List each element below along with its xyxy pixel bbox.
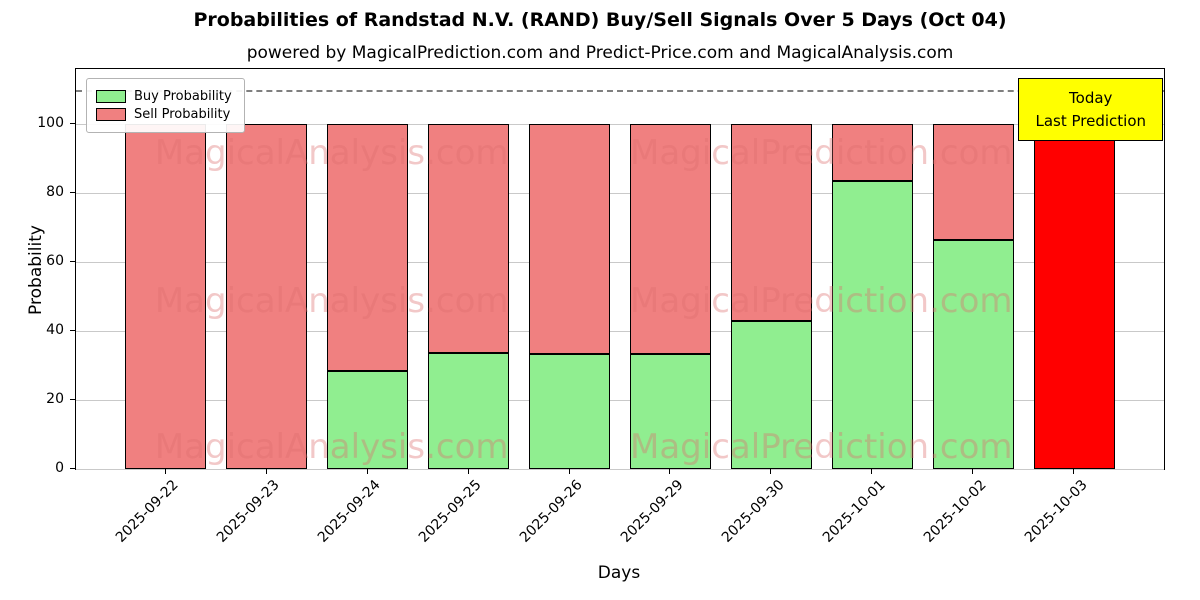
grid-line — [76, 193, 1164, 195]
sell-segment — [428, 124, 509, 354]
x-tick-mark — [770, 469, 772, 474]
y-tick-label: 20 — [46, 391, 64, 408]
bar-2025-09-30 — [731, 124, 812, 469]
grid-line — [76, 124, 1164, 126]
bar-2025-09-22 — [125, 124, 207, 469]
sell-segment — [125, 124, 207, 469]
y-tick-label: 60 — [46, 253, 64, 270]
plot-area: MagicalAnalysis.com MagicalPrediction.com… — [75, 68, 1165, 470]
x-tick-label: 2025-10-02 — [920, 477, 990, 546]
legend-buy-label: Buy Probability — [134, 89, 232, 104]
x-tick-label: 2025-09-30 — [718, 477, 788, 546]
y-tick-label: 40 — [46, 322, 64, 339]
annotation-line2: Last Prediction — [1035, 111, 1146, 130]
x-tick-mark — [871, 469, 873, 474]
buy-segment — [428, 353, 509, 469]
sell-segment-today — [1033, 124, 1115, 469]
sell-segment — [327, 124, 409, 371]
x-axis-label: Days — [597, 563, 641, 583]
y-tick-mark — [70, 468, 75, 469]
buy-segment — [529, 354, 610, 469]
sell-segment — [630, 124, 711, 355]
buy-segment — [630, 354, 711, 469]
bar-2025-10-03 — [1033, 124, 1115, 469]
legend-buy-row: Buy Probability — [96, 89, 232, 104]
today-annotation: Today Last Prediction — [1018, 78, 1163, 141]
x-tick-label: 2025-09-22 — [113, 477, 183, 546]
y-tick-label: 80 — [46, 184, 64, 201]
buy-segment — [731, 320, 812, 469]
buy-segment — [831, 181, 913, 469]
sell-segment — [831, 124, 913, 182]
y-tick-mark — [70, 330, 75, 332]
y-tick-mark — [70, 123, 75, 125]
threshold-dashed-line — [76, 89, 1164, 92]
x-tick-mark — [669, 469, 671, 474]
bar-2025-09-23 — [226, 124, 308, 469]
x-tick-label: 2025-10-03 — [1021, 477, 1091, 546]
x-tick-mark — [467, 469, 469, 474]
bar-2025-10-01 — [831, 124, 913, 469]
y-tick-label: 100 — [37, 115, 64, 132]
x-tick-mark — [164, 469, 166, 474]
bar-2025-09-25 — [428, 124, 509, 469]
y-tick-label: 0 — [55, 460, 64, 476]
x-tick-mark — [265, 469, 267, 474]
y-tick-mark — [70, 399, 75, 401]
annotation-line1: Today — [1069, 89, 1113, 107]
sell-segment — [226, 124, 308, 469]
x-tick-mark — [972, 469, 974, 474]
x-tick-label: 2025-09-26 — [517, 477, 586, 546]
x-tick-label: 2025-09-24 — [315, 477, 385, 546]
bar-2025-10-02 — [932, 124, 1014, 469]
grid-line — [76, 262, 1164, 264]
y-tick-mark — [70, 261, 75, 263]
bar-2025-09-26 — [529, 124, 610, 469]
bar-2025-09-24 — [327, 124, 409, 469]
buy-color-swatch — [96, 90, 126, 103]
chart-subtitle: powered by MagicalPrediction.com and Pre… — [246, 43, 954, 63]
legend-sell-label: Sell Probability — [134, 107, 231, 122]
buy-segment — [932, 239, 1014, 469]
legend: Buy Probability Sell Probability — [86, 78, 245, 133]
legend-sell-row: Sell Probability — [96, 107, 232, 122]
x-tick-label: 2025-10-01 — [819, 477, 889, 546]
sell-segment — [932, 124, 1014, 240]
bar-2025-09-29 — [630, 124, 711, 469]
buy-segment — [327, 370, 409, 469]
chart-title: Probabilities of Randstad N.V. (RAND) Bu… — [193, 9, 1007, 31]
x-tick-label: 2025-09-29 — [617, 477, 687, 546]
grid-line — [76, 469, 1164, 470]
x-tick-mark — [366, 469, 368, 474]
sell-color-swatch — [96, 108, 126, 121]
grid-line — [76, 331, 1164, 333]
sell-segment — [529, 124, 610, 355]
x-tick-mark — [1073, 469, 1075, 474]
x-tick-mark — [568, 469, 570, 474]
x-tick-label: 2025-09-25 — [416, 477, 485, 546]
grid-line — [76, 400, 1164, 402]
x-tick-label: 2025-09-23 — [214, 477, 284, 546]
y-tick-mark — [70, 192, 75, 194]
sell-segment — [731, 124, 812, 321]
